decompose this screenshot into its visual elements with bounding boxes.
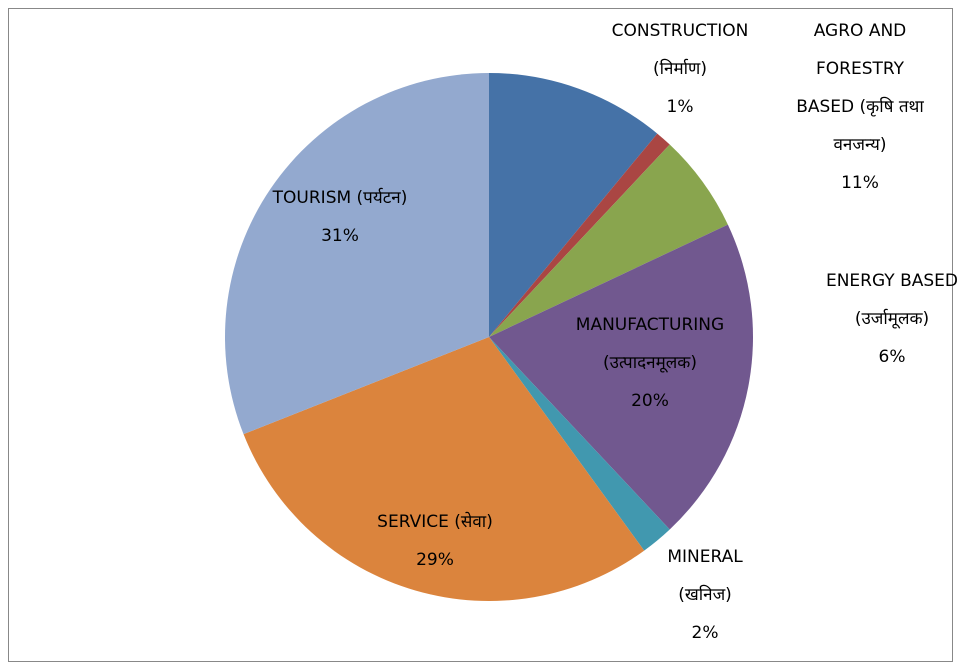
category-name: MANUFACTURING (उत्पादनमूलक) [575,315,725,373]
pie-slice [243,337,645,602]
slice-label: AGRO AND FORESTRY BASED (कृषि तथा वनजन्य… [790,12,930,202]
category-name: CONSTRUCTION (निर्माण) [611,21,749,79]
pie-slice [489,144,728,337]
pie-slice [489,133,670,337]
slice-label: SERVICE (सेवा) 29% [330,503,540,579]
value-label: 2% [691,623,719,643]
frame [8,8,953,662]
slice-label: ENERGY BASED (उर्जामूलक) 6% [822,262,961,376]
value-label: 20% [631,391,669,411]
category-name: ENERGY BASED (उर्जामूलक) [825,271,959,329]
category-name: TOURISM (पर्यटन) [272,188,408,208]
value-label: 29% [416,550,454,570]
value-label: 1% [666,97,694,117]
value-label: 31% [321,226,359,246]
category-name: AGRO AND FORESTRY BASED (कृषि तथा वनजन्य… [796,21,924,155]
value-label: 6% [878,347,906,367]
pie-slice [489,73,658,337]
value-label: 11% [841,173,879,193]
slice-label: MINERAL (खनिज) 2% [640,538,770,652]
category-name: MINERAL (खनिज) [667,547,743,605]
pie-slice [489,337,670,551]
slice-label: TOURISM (पर्यटन) 31% [270,179,410,255]
pie-slice [489,224,753,530]
slice-label: CONSTRUCTION (निर्माण) 1% [610,12,750,126]
pie-slice [224,73,489,435]
category-name: SERVICE (सेवा) [377,512,493,532]
slice-label: MANUFACTURING (उत्पादनमूलक) 20% [560,306,740,420]
